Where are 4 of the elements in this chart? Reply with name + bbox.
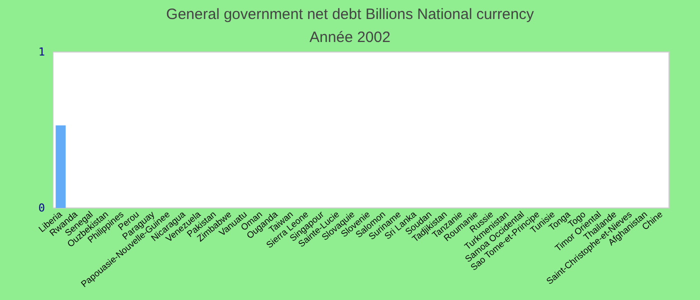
chart-subtitle: Année 2002 xyxy=(310,29,390,46)
chart-title: General government net debt Billions National currency xyxy=(166,6,534,23)
y-tick-label: 1 xyxy=(38,46,45,58)
y-tick-label: 0 xyxy=(38,202,45,214)
